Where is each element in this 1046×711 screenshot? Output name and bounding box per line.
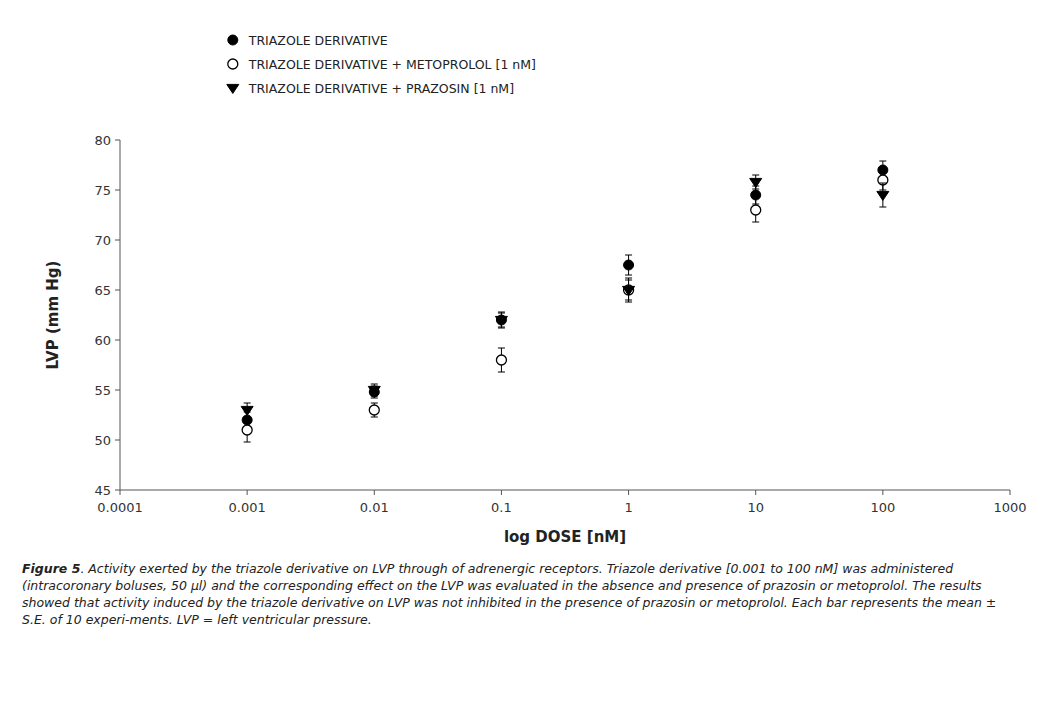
y-tick-label: 75 — [94, 183, 111, 198]
y-tick-label: 65 — [94, 283, 111, 298]
error-bar-cap — [498, 312, 505, 313]
x-tick-label: 1000 — [993, 500, 1026, 515]
legend-marker — [227, 84, 239, 93]
y-tick — [115, 190, 120, 191]
y-tick-label: 70 — [94, 233, 111, 248]
y-tick — [115, 390, 120, 391]
x-tick-label: 0.0001 — [97, 500, 143, 515]
error-bar-cap — [498, 372, 505, 373]
point — [751, 190, 761, 200]
y-tick-label: 45 — [94, 483, 111, 498]
point — [877, 191, 889, 200]
error-bar-cap — [371, 398, 378, 399]
y-tick — [115, 290, 120, 291]
point — [242, 425, 252, 435]
error-bar-cap — [625, 275, 632, 276]
point — [369, 405, 379, 415]
error-bar-cap — [879, 183, 886, 184]
axes: 0.0001 0.001 0.01 0.1 1 10 100 1000 45 50 55 60 65 70… — [94, 133, 1026, 516]
y-tick — [115, 490, 120, 491]
point — [369, 387, 379, 397]
legend-label: TRIAZOLE DERIVATIVE + PRAZOSIN [1 nM] — [248, 81, 514, 96]
point — [495, 316, 507, 325]
point — [624, 285, 634, 295]
error-bar-cap — [752, 175, 759, 176]
point — [751, 205, 761, 215]
point — [496, 355, 506, 365]
series — [242, 170, 888, 442]
y-tick-label: 55 — [94, 383, 111, 398]
x-tick-label: 1 — [624, 500, 632, 515]
point — [368, 386, 380, 395]
y-tick-label: 60 — [94, 333, 111, 348]
error-bar-cap — [752, 198, 759, 199]
point — [878, 175, 888, 185]
x-tick-label: 0.1 — [491, 500, 512, 515]
x-tick-label: 100 — [870, 500, 895, 515]
point — [624, 260, 634, 270]
legend-label: TRIAZOLE DERIVATIVE + METOPROLOL [1 nM] — [248, 57, 536, 72]
y-tick-label: 80 — [94, 133, 111, 148]
point — [623, 286, 635, 295]
x-tick — [247, 490, 248, 495]
chart: 0.0001 0.001 0.01 0.1 1 10 100 1000 45 50 55 60 65 70… — [0, 0, 1046, 560]
y-tick — [115, 240, 120, 241]
y-tick — [115, 340, 120, 341]
error-bar-cap — [625, 302, 632, 303]
error-bar-cap — [244, 418, 251, 419]
y-axis-line — [120, 140, 121, 490]
x-tick — [120, 490, 121, 495]
y-tick — [115, 440, 120, 441]
error-bar-cap — [625, 278, 632, 279]
error-bar-cap — [879, 161, 886, 162]
caption-label: Figure 5 — [22, 561, 80, 576]
point — [241, 406, 253, 415]
x-tick — [374, 490, 375, 495]
series — [241, 175, 889, 417]
error-bar-cap — [752, 189, 759, 190]
legend: TRIAZOLE DERIVATIVE TRIAZOLE DERIVATIVE +… — [227, 33, 536, 96]
x-tick — [628, 490, 629, 495]
error-bar-cap — [244, 403, 251, 404]
error-bar-cap — [244, 442, 251, 443]
x-tick — [1010, 490, 1011, 495]
x-tick — [501, 490, 502, 495]
legend-marker — [228, 59, 238, 69]
x-axis-label: log DOSE [nM] — [504, 528, 626, 546]
error-bar-cap — [498, 328, 505, 329]
point — [750, 178, 762, 187]
x-tick — [882, 490, 883, 495]
error-bar-cap — [371, 384, 378, 385]
chart-root: 0.0001 0.001 0.01 0.1 1 10 100 1000 45 50 55 60 65 70… — [0, 0, 1046, 628]
y-tick — [115, 140, 120, 141]
caption-text: . Activity exerted by the triazole deriv… — [22, 561, 996, 627]
x-axis-line — [120, 490, 1010, 491]
plot-area — [241, 161, 889, 442]
error-bar-cap — [879, 170, 886, 171]
x-tick-label: 0.001 — [229, 500, 266, 515]
error-bar-cap — [498, 348, 505, 349]
x-tick-label: 0.01 — [360, 500, 389, 515]
x-tick-label: 10 — [747, 500, 764, 515]
legend-marker — [228, 35, 238, 45]
y-tick-label: 50 — [94, 433, 111, 448]
error-bar-cap — [371, 403, 378, 404]
error-bar-cap — [244, 417, 251, 418]
series — [242, 161, 888, 428]
y-axis-label: LVP (mm Hg) — [44, 261, 62, 370]
error-bar-cap — [752, 222, 759, 223]
error-bar-cap — [371, 417, 378, 418]
caption: Figure 5. Activity exerted by the triazo… — [0, 560, 1046, 628]
point — [496, 315, 506, 325]
x-tick — [755, 490, 756, 495]
legend-label: TRIAZOLE DERIVATIVE — [248, 33, 388, 48]
error-bar-cap — [625, 255, 632, 256]
error-bar-cap — [879, 207, 886, 208]
